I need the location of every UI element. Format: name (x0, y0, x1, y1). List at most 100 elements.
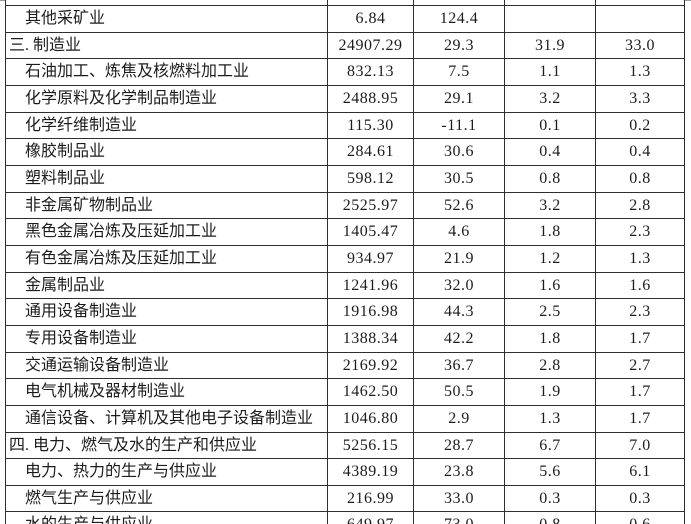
industry-label: 电力、热力的生产与供应业 (5, 458, 328, 486)
value-cell: 2.9 (413, 404, 505, 433)
value-cell: 52.6 (413, 191, 505, 220)
industry-label: 通信设备、计算机及其他电子设备制造业 (5, 404, 328, 433)
value-cell: 0.4 (595, 138, 685, 166)
value-cell: 42.2 (413, 324, 505, 353)
value-cell: 33.0 (595, 31, 685, 60)
value-cell: 2.3 (595, 298, 685, 326)
value-cell: 1.3 (595, 58, 685, 86)
value-cell: 1046.80 (327, 404, 414, 433)
value-cell: 2.5 (504, 298, 596, 326)
industry-label: 电气机械及器材制造业 (5, 378, 328, 406)
value-cell: 1.8 (504, 218, 596, 246)
industry-label: 非金属矿物制品业 (5, 191, 328, 220)
industry-label: 通用设备制造业 (5, 298, 328, 326)
value-cell: 5256.15 (327, 431, 414, 460)
value-cell: 2525.97 (327, 191, 414, 220)
table-row: 金属制品业 1241.96 32.0 1.6 1.6 (5, 271, 685, 300)
value-cell: 2.7 (595, 351, 685, 380)
value-cell: 1405.47 (327, 218, 414, 246)
table-row: 电力、热力的生产与供应业 4389.19 23.8 5.6 6.1 (5, 458, 685, 486)
value-cell: 33.0 (413, 484, 505, 513)
industry-label: 塑料制品业 (5, 164, 328, 193)
table-row: 化学原料及化学制品制造业 2488.95 29.1 3.2 3.3 (5, 84, 685, 113)
value-cell: 1.6 (504, 271, 596, 300)
value-cell: 0.8 (504, 511, 596, 524)
value-cell: 6.1 (595, 458, 685, 486)
value-cell: 216.99 (327, 484, 414, 513)
value-cell: 284.61 (327, 138, 414, 166)
table-row: 有色金属冶炼及压延加工业 934.97 21.9 1.2 1.3 (5, 244, 685, 273)
value-cell: 36.7 (413, 351, 505, 380)
table-row: 石油加工、炼焦及核燃料加工业 832.13 7.5 1.1 1.3 (5, 58, 685, 86)
value-cell: 1.7 (595, 324, 685, 353)
table-row: 交通运输设备制造业 2169.92 36.7 2.8 2.7 (5, 351, 685, 380)
value-cell (595, 5, 685, 33)
value-cell: 3.2 (504, 84, 596, 113)
value-cell: 0.1 (504, 111, 596, 140)
industry-label: 金属制品业 (5, 271, 328, 300)
value-cell: 3.2 (504, 191, 596, 220)
value-cell: 2.3 (595, 218, 685, 246)
value-cell: 1.7 (595, 378, 685, 406)
value-cell: 1.1 (504, 58, 596, 86)
industry-label: 化学原料及化学制品制造业 (5, 84, 328, 113)
industry-label: 有色金属冶炼及压延加工业 (5, 244, 328, 273)
value-cell: 1.6 (595, 271, 685, 300)
value-cell: 2169.92 (327, 351, 414, 380)
value-cell: 6.7 (504, 431, 596, 460)
industry-label: 专用设备制造业 (5, 324, 328, 353)
value-cell: -11.1 (413, 111, 505, 140)
industry-label: 三. 制造业 (5, 31, 328, 60)
value-cell: 7.5 (413, 58, 505, 86)
value-cell: 649.97 (327, 511, 414, 524)
value-cell: 21.9 (413, 244, 505, 273)
value-cell: 1388.34 (327, 324, 414, 353)
industry-label: 其他采矿业 (5, 5, 328, 33)
value-cell: 3.3 (595, 84, 685, 113)
value-cell: 0.3 (595, 484, 685, 513)
industry-label: 水的生产与供应业 (5, 511, 328, 524)
value-cell: 44.3 (413, 298, 505, 326)
value-cell: 4389.19 (327, 458, 414, 486)
value-cell: 598.12 (327, 164, 414, 193)
value-cell: 1.9 (504, 378, 596, 406)
value-cell: 1241.96 (327, 271, 414, 300)
table-row: 三. 制造业 24907.29 29.3 31.9 33.0 (5, 31, 685, 60)
industry-label: 橡胶制品业 (5, 138, 328, 166)
value-cell: 7.0 (595, 431, 685, 460)
industry-label: 黑色金属冶炼及压延加工业 (5, 218, 328, 246)
value-cell: 29.1 (413, 84, 505, 113)
value-cell: 0.6 (595, 511, 685, 524)
table-row: 通信设备、计算机及其他电子设备制造业 1046.80 2.9 1.3 1.7 (5, 404, 685, 433)
table-body: 其他采矿业 6.84 124.4 三. 制造业 24907.29 29.3 31.9 33.0… (5, 0, 685, 524)
value-cell: 29.3 (413, 31, 505, 60)
value-cell: 1462.50 (327, 378, 414, 406)
value-cell: 30.6 (413, 138, 505, 166)
industry-label: 四. 电力、燃气及水的生产和供应业 (5, 431, 328, 460)
industry-label: 石油加工、炼焦及核燃料加工业 (5, 58, 328, 86)
table-row: 化学纤维制造业 115.30 -11.1 0.1 0.2 (5, 111, 685, 140)
value-cell: 1.8 (504, 324, 596, 353)
value-cell: 1.3 (595, 244, 685, 273)
value-cell: 0.2 (595, 111, 685, 140)
table-row: 塑料制品业 598.12 30.5 0.8 0.8 (5, 164, 685, 193)
industry-label: 交通运输设备制造业 (5, 351, 328, 380)
value-cell: 1.3 (504, 404, 596, 433)
value-cell: 1916.98 (327, 298, 414, 326)
value-cell: 0.4 (504, 138, 596, 166)
value-cell: 2.8 (504, 351, 596, 380)
value-cell (504, 5, 596, 33)
value-cell: 124.4 (413, 5, 505, 33)
value-cell: 32.0 (413, 271, 505, 300)
table-row: 专用设备制造业 1388.34 42.2 1.8 1.7 (5, 324, 685, 353)
table-row: 电气机械及器材制造业 1462.50 50.5 1.9 1.7 (5, 378, 685, 406)
value-cell: 30.5 (413, 164, 505, 193)
value-cell: 50.5 (413, 378, 505, 406)
value-cell: 28.7 (413, 431, 505, 460)
table-row: 水的生产与供应业649.9773.00.80.6 (5, 511, 685, 524)
value-cell: 2488.95 (327, 84, 414, 113)
value-cell: 1.2 (504, 244, 596, 273)
value-cell: 934.97 (327, 244, 414, 273)
value-cell: 31.9 (504, 31, 596, 60)
